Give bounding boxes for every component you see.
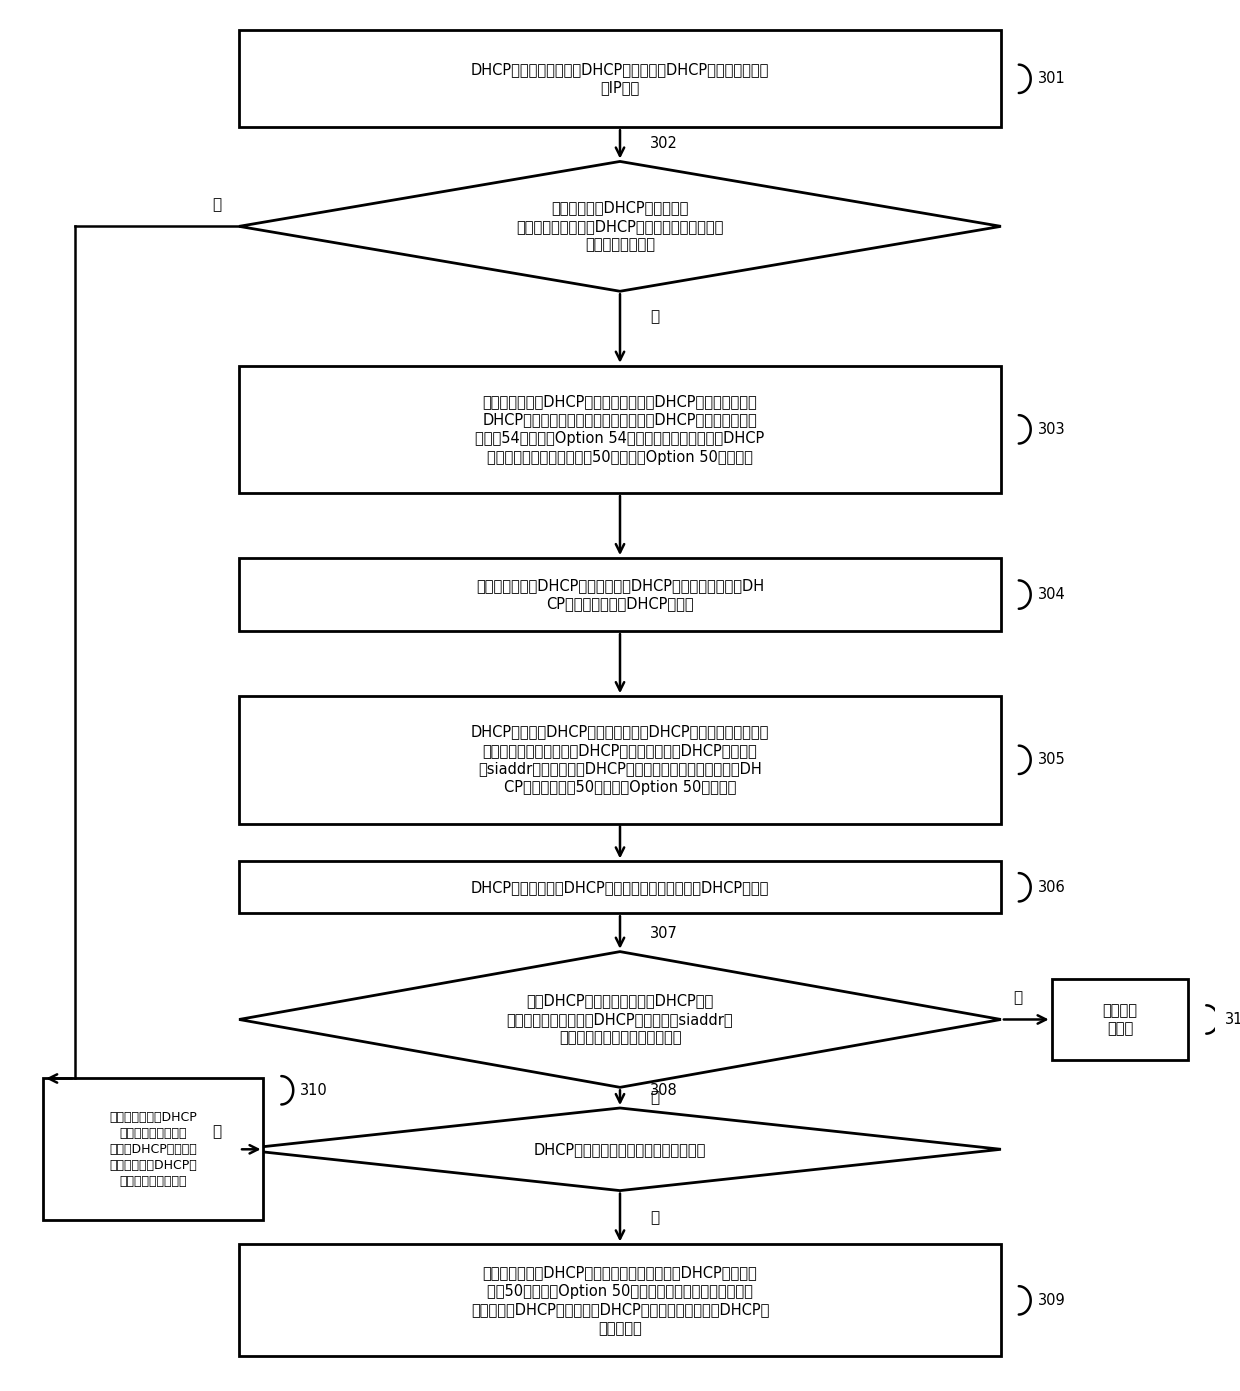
Polygon shape [239,951,1001,1088]
FancyBboxPatch shape [239,366,1001,492]
Text: 否: 否 [1013,990,1022,1006]
FancyBboxPatch shape [1052,979,1188,1060]
FancyBboxPatch shape [239,696,1001,823]
FancyBboxPatch shape [239,558,1001,632]
Text: 处于从机状态的DHCP
服务器监听处于主机
状态的DHCP服务器的
状态，对此次DHCP地
址分配不做任何处理: 处于从机状态的DHCP 服务器监听处于主机 状态的DHCP服务器的 状态，对此次… [109,1111,197,1188]
Text: 是: 是 [650,1210,658,1225]
Text: 303: 303 [1038,421,1065,437]
Text: 307: 307 [650,926,677,942]
Text: DHCP客户端将每个DHCP请求报文分别发送给每个DHCP服务器: DHCP客户端将每个DHCP请求报文分别发送给每个DHCP服务器 [471,879,769,894]
Text: 308: 308 [650,1082,677,1097]
Text: 否: 否 [212,198,221,213]
Polygon shape [239,161,1001,291]
FancyBboxPatch shape [43,1078,263,1220]
FancyBboxPatch shape [239,1245,1001,1356]
Text: 否: 否 [212,1124,221,1139]
FancyBboxPatch shape [239,861,1001,914]
Text: 304: 304 [1038,587,1065,602]
Text: 是: 是 [650,309,658,324]
Polygon shape [239,1109,1001,1191]
FancyBboxPatch shape [239,31,1001,127]
Text: 是: 是 [650,1091,658,1106]
Text: 301: 301 [1038,71,1065,86]
Text: 处于主机状态的DHCP服务器通过一定机制确保DHCP请求报文
的第50号选项（Option 50）字段中的地址信息在网络内未
被使用并向DHCP客户端返回DHC: 处于主机状态的DHCP服务器通过一定机制确保DHCP请求报文 的第50号选项（O… [471,1264,769,1335]
Text: 310: 310 [300,1082,329,1097]
Text: 309: 309 [1038,1292,1065,1308]
Text: DHCP服务器判断自己是否处于主机状态: DHCP服务器判断自己是否处于主机状态 [533,1142,707,1157]
Text: 311: 311 [1225,1013,1240,1027]
Text: DHCP客户端将DHCP响应报文中每个DHCP服务器的三层接口的
地址，分别封装在与每个DHCP响应报文对应的DHCP请求报文
的siaddr字段中，并将DHC: DHCP客户端将DHCP响应报文中每个DHCP服务器的三层接口的 地址，分别封装… [471,725,769,796]
Text: 306: 306 [1038,879,1065,894]
Text: 网络中的多个DHCP服务器通过
相应的三层接口接收DHCP发现报文，并判断是否
自己处于主机状态: 网络中的多个DHCP服务器通过 相应的三层接口接收DHCP发现报文，并判断是否 … [516,200,724,252]
Text: 处于主机状态的DHCP服务器将网络所有DHCP服务器的接收到
DHCP发现报文的三层接口的地址封装在DHCP请求报文的扩展
后的第54号选项（Option 54: 处于主机状态的DHCP服务器将网络所有DHCP服务器的接收到 DHCP发现报文的… [475,394,765,465]
Text: 302: 302 [650,136,677,152]
Text: DHCP客户端向网络中的DHCP服务器广播DHCP发现报文，以申
请IP地址: DHCP客户端向网络中的DHCP服务器广播DHCP发现报文，以申 请IP地址 [471,63,769,96]
Text: 处于主机状态的DHCP服务器在生成DHCP响应报文之后，将DH
CP响应报文发送给DHCP客户端: 处于主机状态的DHCP服务器在生成DHCP响应报文之后，将DH CP响应报文发送… [476,577,764,612]
Text: 不进行任
何处理: 不进行任 何处理 [1102,1003,1137,1036]
Text: 每个DHCP服务器接收相应的DHCP请求
报文，并判断接收到的DHCP请求报文中siaddr字
段中是否是自己的三层接口地址: 每个DHCP服务器接收相应的DHCP请求 报文，并判断接收到的DHCP请求报文中… [507,993,733,1046]
Text: 305: 305 [1038,753,1065,768]
